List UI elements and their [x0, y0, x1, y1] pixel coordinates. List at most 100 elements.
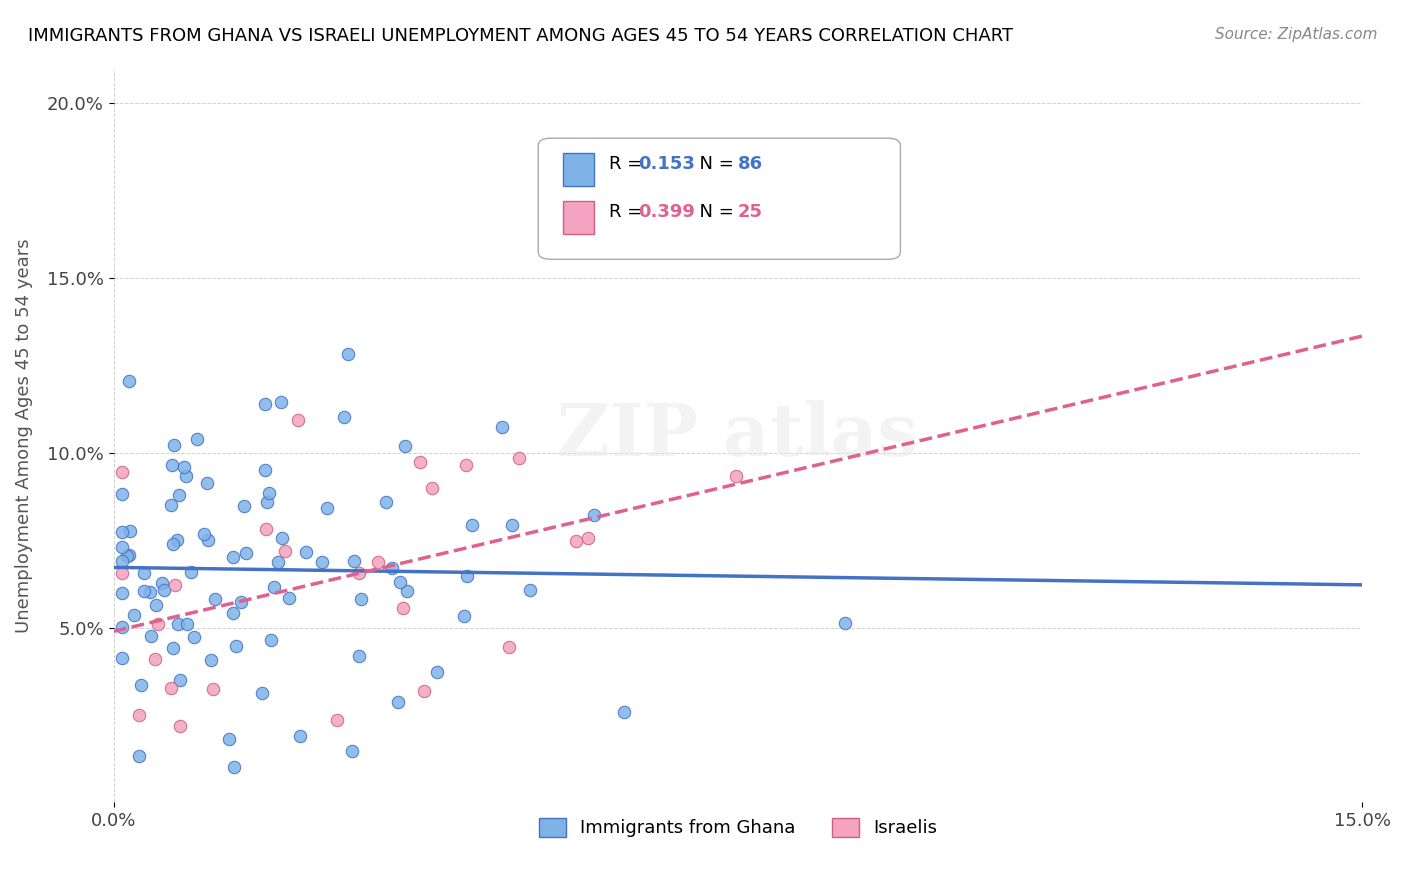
Point — [315, 500, 337, 515]
Point — [426, 665, 449, 679]
Point — [501, 518, 523, 533]
Point — [565, 533, 588, 548]
Point — [201, 682, 224, 697]
Point — [225, 639, 247, 653]
Point — [229, 595, 252, 609]
Point — [169, 719, 191, 733]
FancyBboxPatch shape — [564, 201, 595, 234]
Point — [129, 678, 152, 692]
Point — [254, 397, 277, 411]
Point — [111, 651, 134, 665]
Point — [166, 617, 188, 632]
Point — [413, 684, 436, 698]
Point — [834, 616, 856, 631]
Text: 0.399: 0.399 — [638, 202, 695, 220]
Point — [169, 673, 191, 688]
Point — [139, 629, 162, 643]
Point — [128, 749, 150, 764]
Point — [725, 469, 748, 483]
Point — [139, 585, 162, 599]
Point — [576, 531, 599, 545]
Point — [162, 640, 184, 655]
Point — [159, 681, 181, 696]
Text: Source: ZipAtlas.com: Source: ZipAtlas.com — [1215, 27, 1378, 42]
Point — [174, 469, 197, 483]
Text: 0.153: 0.153 — [638, 155, 695, 173]
Point — [409, 455, 432, 469]
Point — [491, 419, 513, 434]
Point — [270, 395, 292, 409]
Point — [222, 760, 245, 774]
Point — [122, 608, 145, 623]
Point — [163, 578, 186, 592]
Point — [132, 566, 155, 580]
Legend: Immigrants from Ghana, Israelis: Immigrants from Ghana, Israelis — [531, 811, 945, 845]
Text: 25: 25 — [738, 202, 763, 220]
Point — [111, 486, 134, 500]
Point — [183, 630, 205, 644]
Point — [271, 531, 294, 545]
Point — [311, 555, 333, 569]
FancyBboxPatch shape — [564, 153, 595, 186]
Text: R =: R = — [609, 202, 648, 220]
Point — [336, 347, 359, 361]
Point — [162, 537, 184, 551]
Text: R =: R = — [609, 155, 648, 173]
Point — [498, 640, 520, 655]
Point — [254, 522, 277, 536]
Point — [200, 653, 222, 667]
Point — [148, 617, 170, 632]
Point — [128, 708, 150, 723]
Point — [111, 566, 134, 580]
Point — [235, 546, 257, 560]
Point — [186, 432, 208, 446]
Text: 86: 86 — [738, 155, 763, 173]
Point — [340, 743, 363, 757]
Point — [218, 731, 240, 746]
Point — [277, 591, 299, 606]
Point — [143, 652, 166, 666]
Point — [519, 583, 541, 598]
Point — [118, 524, 141, 538]
Point — [222, 550, 245, 565]
Point — [274, 543, 297, 558]
Point — [396, 584, 419, 599]
Point — [266, 555, 288, 569]
Point — [583, 508, 606, 523]
Point — [193, 527, 215, 541]
Point — [111, 620, 134, 634]
Point — [173, 460, 195, 475]
Point — [118, 374, 141, 388]
Text: IMMIGRANTS FROM GHANA VS ISRAELI UNEMPLOYMENT AMONG AGES 45 TO 54 YEARS CORRELAT: IMMIGRANTS FROM GHANA VS ISRAELI UNEMPLO… — [28, 27, 1014, 45]
Point — [287, 413, 309, 427]
Point — [461, 517, 484, 532]
Point — [176, 617, 198, 632]
FancyBboxPatch shape — [538, 138, 900, 260]
Point — [454, 458, 477, 472]
Text: ZIP atlas: ZIP atlas — [557, 400, 918, 471]
Point — [389, 574, 412, 589]
Point — [134, 584, 156, 599]
Point — [394, 438, 416, 452]
Point — [118, 548, 141, 562]
Point — [111, 465, 134, 479]
Text: N =: N = — [688, 202, 740, 220]
Point — [111, 586, 134, 600]
Point — [367, 555, 389, 569]
Point — [326, 713, 349, 727]
Y-axis label: Unemployment Among Ages 45 to 54 years: Unemployment Among Ages 45 to 54 years — [15, 238, 32, 632]
Point — [350, 592, 373, 607]
Point — [197, 533, 219, 548]
Point — [295, 545, 318, 559]
Point — [222, 606, 245, 620]
Point — [117, 549, 139, 563]
Point — [232, 499, 254, 513]
Point — [257, 486, 280, 500]
Point — [167, 488, 190, 502]
Point — [160, 498, 183, 512]
Point — [160, 458, 183, 472]
Point — [392, 600, 415, 615]
Text: N =: N = — [688, 155, 740, 173]
Point — [111, 553, 134, 567]
Point — [332, 409, 354, 424]
